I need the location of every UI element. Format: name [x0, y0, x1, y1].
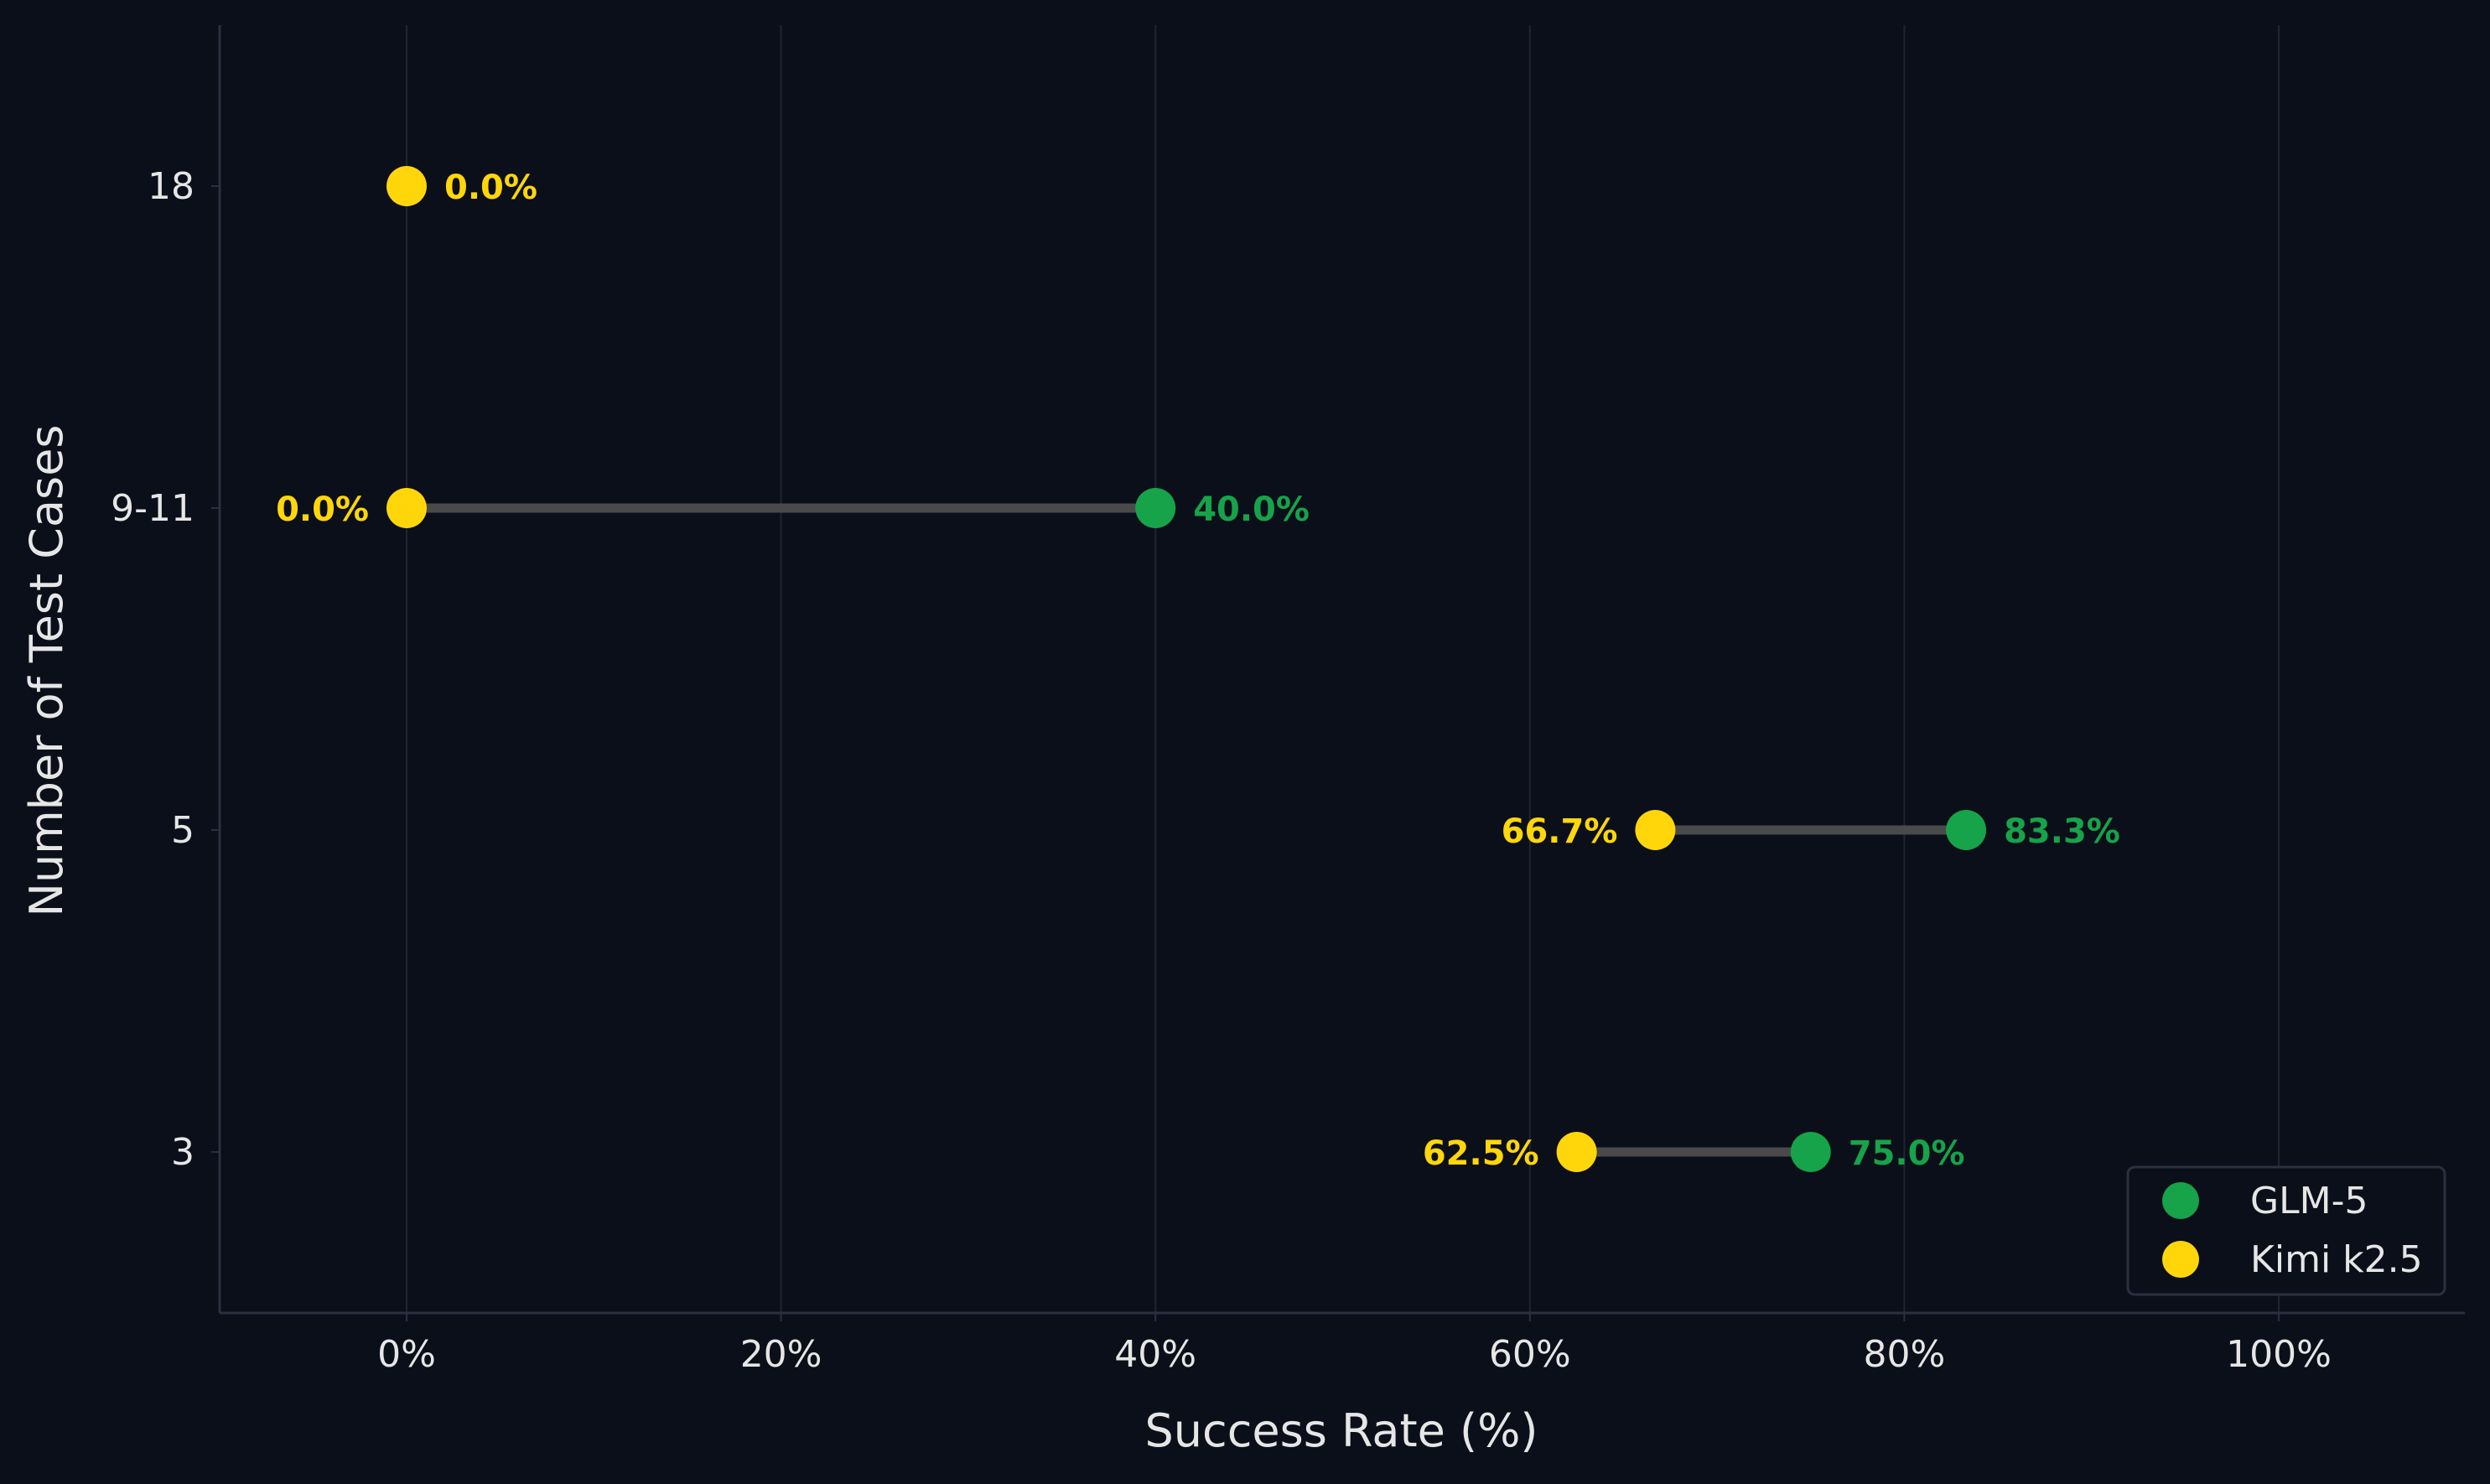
x-tick-label: 40% [1114, 1333, 1196, 1376]
x-tick-label: 100% [2226, 1333, 2332, 1376]
legend-marker [2162, 1241, 2199, 1278]
glm5-point [1790, 1132, 1831, 1172]
kimi-value-label: 66.7% [1502, 812, 1618, 851]
kimi-point [1635, 810, 1676, 850]
y-tick-label: 5 [171, 809, 195, 852]
glm5-value-label: 40.0% [1193, 490, 1310, 529]
grid-layer [406, 25, 2280, 1313]
kimi-point [386, 488, 427, 528]
legend: GLM-5 Kimi k2.5 [2126, 1165, 2446, 1296]
kimi-point [1556, 1132, 1597, 1172]
y-tick-label: 18 [148, 165, 195, 208]
legend-box [2126, 1165, 2446, 1296]
point-layer [386, 166, 1987, 1172]
kimi-value-label: 62.5% [1423, 1134, 1539, 1173]
kimi-value-label: 0.0% [276, 490, 369, 529]
glm5-point [1946, 810, 1987, 850]
y-tick-label: 9-11 [111, 487, 195, 530]
glm5-value-label: 75.0% [1849, 1134, 1965, 1173]
connector-layer [407, 503, 1967, 1157]
x-tick-label: 20% [740, 1333, 822, 1376]
x-tick-label: 60% [1489, 1333, 1571, 1376]
kimi-point [386, 166, 427, 206]
x-tick-label: 0% [377, 1333, 436, 1376]
legend-label: Kimi k2.5 [2250, 1238, 2423, 1281]
y-tick-label: 3 [171, 1131, 195, 1174]
x-axis-title: Success Rate (%) [1145, 1404, 1538, 1457]
legend-marker [2162, 1182, 2199, 1219]
y-axis-title: Number of Test Cases [20, 424, 73, 916]
axes-layer: 0% 20% 40% 60% 80% 100% 18 9-11 5 3 [111, 25, 2465, 1376]
glm5-value-label: 83.3% [2004, 812, 2120, 851]
x-tick-label: 80% [1864, 1333, 1946, 1376]
legend-label: GLM-5 [2250, 1180, 2368, 1222]
glm5-point [1135, 488, 1176, 528]
label-layer: 0.0% 40.0% 0.0% 83.3% 66.7% 75.0% 62.5% [276, 169, 2120, 1173]
kimi-value-label: 0.0% [444, 169, 537, 207]
